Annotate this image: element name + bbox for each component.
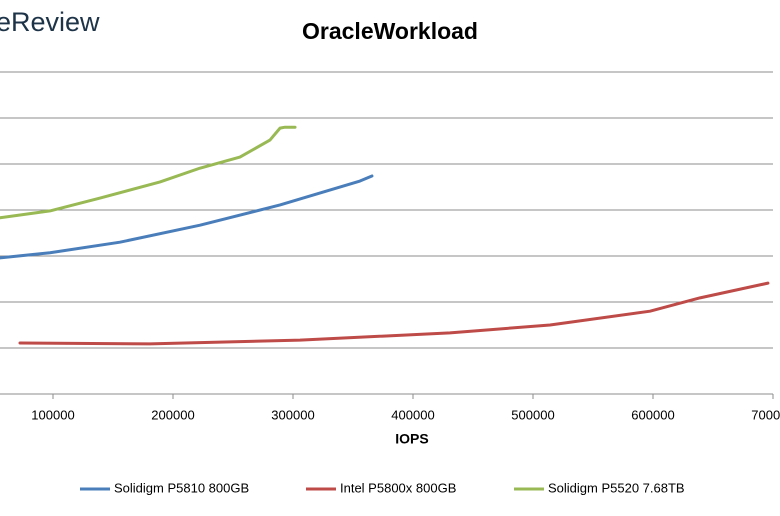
brand-logo: eReview bbox=[0, 7, 100, 37]
legend-label: Solidigm P5520 7.68TB bbox=[548, 480, 685, 495]
x-tick-label: 700000 bbox=[751, 407, 780, 422]
chart-title: OracleWorkload bbox=[302, 18, 478, 44]
series-line bbox=[0, 125, 297, 220]
x-tick-label: 200000 bbox=[151, 407, 194, 422]
x-tick-label: 300000 bbox=[271, 407, 314, 422]
x-tick-label: 100000 bbox=[31, 407, 74, 422]
legend-label: Intel P5800x 800GB bbox=[340, 480, 456, 495]
x-tick-label: 600000 bbox=[631, 407, 674, 422]
x-tick-label: 400000 bbox=[391, 407, 434, 422]
x-axis-label: IOPS bbox=[395, 431, 428, 447]
series-line bbox=[18, 281, 770, 346]
x-tick-label: 500000 bbox=[511, 407, 554, 422]
series-line bbox=[0, 174, 374, 260]
legend-label: Solidigm P5810 800GB bbox=[114, 480, 249, 495]
